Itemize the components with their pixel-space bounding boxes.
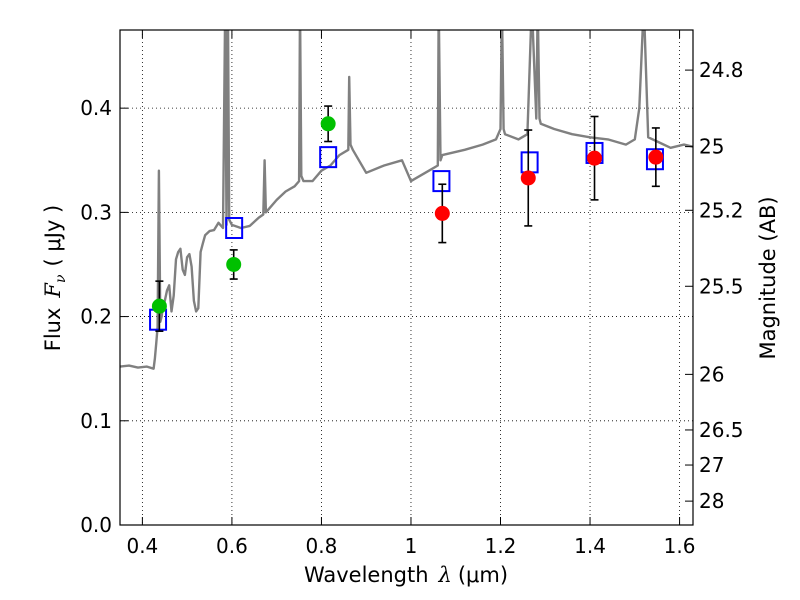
x-tick-label: 1.2 [485, 534, 517, 558]
y-tick-label: 0.1 [80, 409, 112, 433]
model-photometry-square [432, 170, 451, 193]
model-photometry-square [225, 217, 244, 239]
model-spectrum-line [120, 30, 693, 370]
y-axis-label: FluxFν( μJy ) [41, 205, 69, 351]
magnitude-axis-ticks: 24.8 25 25.2 25.5 26 26.5 27 28 [685, 58, 744, 513]
photometry-point [151, 298, 167, 314]
plot-frame [119, 29, 694, 526]
error-bars [155, 105, 660, 332]
x-axis-ticks: 0.4 0.6 0.8 1 1.2 1.4 1.6 [126, 30, 695, 558]
photometry-point [320, 116, 336, 132]
y-tick-label: 0.3 [80, 200, 112, 224]
x-tick-label: 0.6 [216, 534, 248, 558]
x-tick-label: 1 [405, 534, 418, 558]
photometry-point [434, 205, 450, 221]
magnitude-tick-label: 25.5 [699, 274, 744, 298]
x-tick-label: 1.4 [574, 534, 606, 558]
y-tick-label: 0.4 [80, 96, 112, 120]
photometry-point [520, 170, 536, 186]
y-axis-ticks: 0.0 0.1 0.2 0.3 0.4 [80, 96, 128, 537]
model-photometry-square [319, 146, 338, 169]
y-tick-label: 0.0 [80, 513, 112, 537]
x-axis-label: Wavelength λ (μm) [304, 563, 508, 587]
photometry-points [151, 116, 664, 314]
magnitude-axis-label: Magnitude (AB) [756, 196, 780, 359]
x-tick-label: 0.8 [306, 534, 338, 558]
x-tick-label: 0.4 [126, 534, 158, 558]
magnitude-tick-label: 25.2 [699, 198, 744, 222]
photometry-point [226, 256, 242, 272]
magnitude-tick-label: 25 [699, 135, 724, 159]
magnitude-tick-label: 27 [699, 453, 724, 477]
gridlines [120, 30, 693, 525]
photometry-point [587, 150, 603, 166]
y-tick-label: 0.2 [80, 305, 112, 329]
magnitude-tick-label: 26 [699, 362, 724, 386]
magnitude-tick-label: 26.5 [699, 418, 744, 442]
photometry-point [648, 149, 664, 165]
magnitude-tick-label: 24.8 [699, 58, 744, 82]
x-tick-label: 1.6 [664, 534, 696, 558]
magnitude-tick-label: 28 [699, 489, 724, 513]
